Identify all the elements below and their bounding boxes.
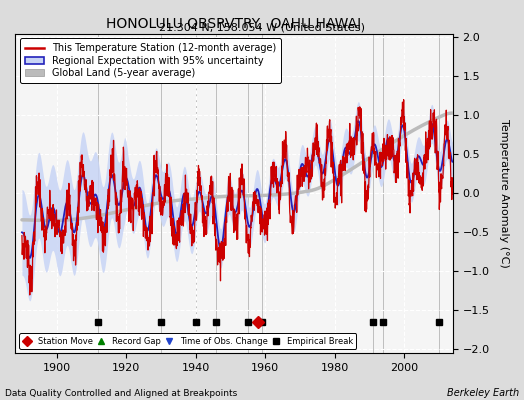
Text: Berkeley Earth: Berkeley Earth (446, 388, 519, 398)
Y-axis label: Temperature Anomaly (°C): Temperature Anomaly (°C) (499, 119, 509, 268)
Text: 21.304 N, 158.054 W (United States): 21.304 N, 158.054 W (United States) (159, 23, 365, 33)
Text: Data Quality Controlled and Aligned at Breakpoints: Data Quality Controlled and Aligned at B… (5, 389, 237, 398)
Title: HONOLULU OBSRVTRY.  OAHU HAWAI: HONOLULU OBSRVTRY. OAHU HAWAI (106, 17, 362, 31)
Legend: Station Move, Record Gap, Time of Obs. Change, Empirical Break: Station Move, Record Gap, Time of Obs. C… (19, 334, 356, 349)
